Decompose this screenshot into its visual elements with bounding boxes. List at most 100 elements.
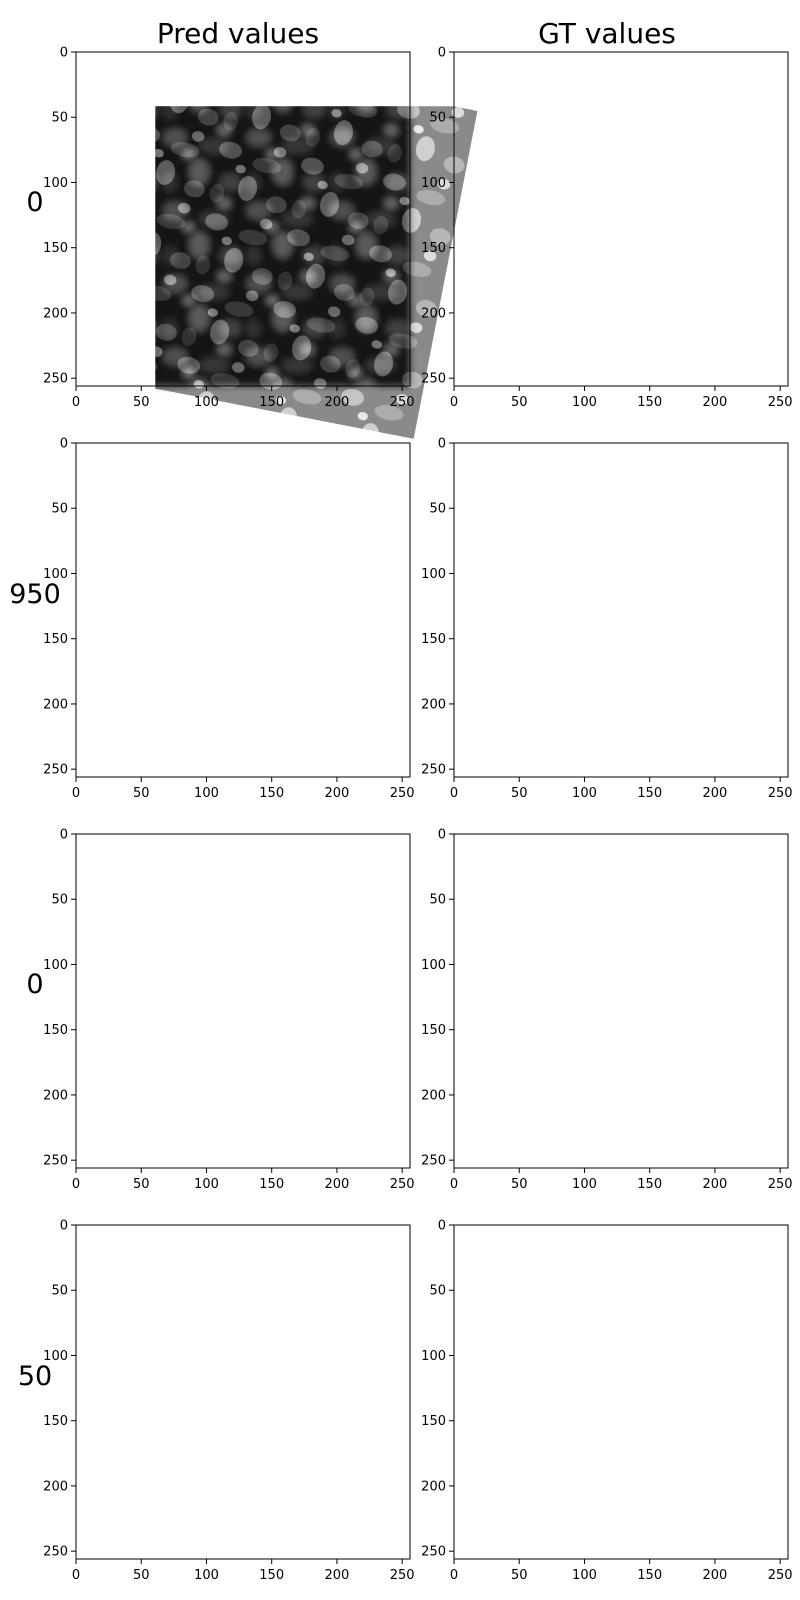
y-tick-label-pred-1-5: 250	[43, 372, 68, 387]
y-tick-label-pred-1-1: 50	[51, 111, 68, 126]
x-tick-label-pred-1-1: 50	[133, 395, 150, 410]
y-tick-label-pred-4-0: 0	[60, 1219, 68, 1234]
x-tick-label-pred-3-2: 100	[194, 1177, 219, 1192]
x-tick-label-pred-2-4: 200	[325, 786, 350, 801]
row-label-1: 0	[26, 187, 43, 218]
image-pred-2	[76, 443, 410, 777]
y-tick-label-gt-4-5: 250	[421, 1545, 446, 1560]
x-tick-label-pred-2-2: 100	[194, 786, 219, 801]
y-tick-label-pred-1-3: 150	[43, 241, 68, 256]
y-tick-label-pred-2-1: 50	[51, 502, 68, 517]
x-tick-label-gt-4-0: 0	[450, 1568, 458, 1583]
y-tick-label-pred-4-3: 150	[43, 1414, 68, 1429]
y-tick-label-pred-3-5: 250	[43, 1154, 68, 1169]
x-tick-label-gt-1-5: 250	[768, 395, 793, 410]
x-tick-label-pred-1-0: 0	[72, 395, 80, 410]
y-tick-label-gt-1-5: 250	[421, 372, 446, 387]
col-title-gt: GT values	[538, 17, 676, 50]
y-tick-label-gt-2-1: 50	[429, 502, 446, 517]
y-tick-label-gt-1-3: 150	[421, 241, 446, 256]
y-tick-label-pred-4-2: 100	[43, 1349, 68, 1364]
x-tick-label-gt-2-3: 150	[637, 786, 662, 801]
y-tick-label-pred-4-5: 250	[43, 1545, 68, 1560]
y-tick-label-gt-1-1: 50	[429, 111, 446, 126]
x-tick-label-gt-3-2: 100	[572, 1177, 597, 1192]
axes-frame-pred-4	[75, 1224, 411, 1560]
panels: 0 50 100 150 200 250 0 50 100 150 200 250 0 50 100 150 2…	[43, 46, 792, 1584]
x-tick-label-gt-2-1: 50	[511, 786, 528, 801]
y-tick-label-pred-2-4: 200	[43, 697, 68, 712]
axes-frame-gt-1	[453, 51, 789, 387]
y-tick-label-pred-2-5: 250	[43, 763, 68, 778]
x-tick-label-gt-4-2: 100	[572, 1568, 597, 1583]
y-tick-label-gt-4-1: 50	[429, 1284, 446, 1299]
panel-pred-1: 0 50 100 150 200 250 0 50 100 150 200 250	[43, 46, 478, 439]
x-tick-label-pred-3-1: 50	[133, 1177, 150, 1192]
row-label-2: 950	[9, 579, 61, 610]
x-tick-label-pred-4-1: 50	[133, 1568, 150, 1583]
x-tick-label-gt-1-2: 100	[572, 395, 597, 410]
y-tick-label-pred-4-1: 50	[51, 1284, 68, 1299]
y-tick-label-pred-2-0: 0	[60, 437, 68, 452]
axes-frame-pred-3	[75, 833, 411, 1169]
y-tick-label-pred-2-2: 100	[43, 567, 68, 582]
x-tick-label-gt-4-3: 150	[637, 1568, 662, 1583]
x-tick-label-pred-4-5: 250	[390, 1568, 415, 1583]
x-tick-label-pred-2-3: 150	[259, 786, 284, 801]
panel-gt-2: 0 50 100 150 200 250 0 50 100 150 200 250	[421, 437, 792, 802]
y-tick-label-pred-3-2: 100	[43, 958, 68, 973]
x-tick-label-gt-3-5: 250	[768, 1177, 793, 1192]
y-tick-label-gt-1-0: 0	[438, 46, 446, 61]
axes-frame-pred-1	[75, 51, 411, 387]
x-tick-label-gt-3-4: 200	[703, 1177, 728, 1192]
y-tick-label-pred-3-1: 50	[51, 893, 68, 908]
y-tick-label-gt-4-2: 100	[421, 1349, 446, 1364]
y-tick-label-gt-3-5: 250	[421, 1154, 446, 1169]
x-tick-label-pred-3-4: 200	[325, 1177, 350, 1192]
x-tick-label-pred-3-5: 250	[390, 1177, 415, 1192]
y-tick-label-pred-2-3: 150	[43, 632, 68, 647]
x-tick-label-gt-4-4: 200	[703, 1568, 728, 1583]
y-tick-label-pred-3-0: 0	[60, 828, 68, 843]
y-tick-label-gt-3-0: 0	[438, 828, 446, 843]
y-tick-label-gt-2-4: 200	[421, 697, 446, 712]
x-tick-label-gt-1-3: 150	[637, 395, 662, 410]
x-tick-label-gt-2-2: 100	[572, 786, 597, 801]
y-tick-label-gt-3-2: 100	[421, 958, 446, 973]
x-tick-label-pred-4-3: 150	[259, 1568, 284, 1583]
x-tick-label-pred-3-3: 150	[259, 1177, 284, 1192]
x-tick-label-pred-1-2: 100	[194, 395, 219, 410]
panel-gt-3: 0 50 100 150 200 250 0 50 100 150 200 250	[421, 828, 792, 1193]
y-tick-label-pred-1-2: 100	[43, 176, 68, 191]
axes-frame-gt-4	[453, 1224, 789, 1560]
x-tick-label-pred-1-4: 200	[325, 395, 350, 410]
panel-gt-1: 0 50 100 150 200 250 0 50 100 150 200 250	[421, 46, 792, 411]
x-tick-label-gt-3-3: 150	[637, 1177, 662, 1192]
image-pred-4	[76, 1225, 410, 1559]
panel-gt-4: 0 50 100 150 200 250 0 50 100 150 200 250	[421, 1219, 792, 1584]
y-tick-label-pred-1-4: 200	[43, 306, 68, 321]
y-tick-label-gt-3-1: 50	[429, 893, 446, 908]
image-pred-3	[76, 834, 410, 1168]
y-tick-label-gt-2-2: 100	[421, 567, 446, 582]
x-tick-label-pred-1-3: 150	[259, 395, 284, 410]
image-gt-3	[454, 834, 788, 1168]
image-gt-2	[454, 443, 788, 777]
y-tick-label-pred-3-4: 200	[43, 1088, 68, 1103]
y-tick-label-pred-4-4: 200	[43, 1479, 68, 1494]
y-tick-label-gt-3-3: 150	[421, 1023, 446, 1038]
x-tick-label-pred-4-0: 0	[72, 1568, 80, 1583]
x-tick-label-pred-2-5: 250	[390, 786, 415, 801]
x-tick-label-pred-4-2: 100	[194, 1568, 219, 1583]
x-tick-label-gt-2-0: 0	[450, 786, 458, 801]
panel-pred-3: 0 50 100 150 200 250 0 50 100 150 200 250	[43, 828, 414, 1193]
image-pred-1	[155, 106, 478, 439]
y-tick-label-pred-1-0: 0	[60, 46, 68, 61]
y-tick-label-gt-4-3: 150	[421, 1414, 446, 1429]
x-tick-label-gt-1-4: 200	[703, 395, 728, 410]
image-gt-4	[454, 1225, 788, 1559]
y-tick-label-pred-3-3: 150	[43, 1023, 68, 1038]
x-tick-label-gt-2-4: 200	[703, 786, 728, 801]
y-tick-label-gt-2-0: 0	[438, 437, 446, 452]
